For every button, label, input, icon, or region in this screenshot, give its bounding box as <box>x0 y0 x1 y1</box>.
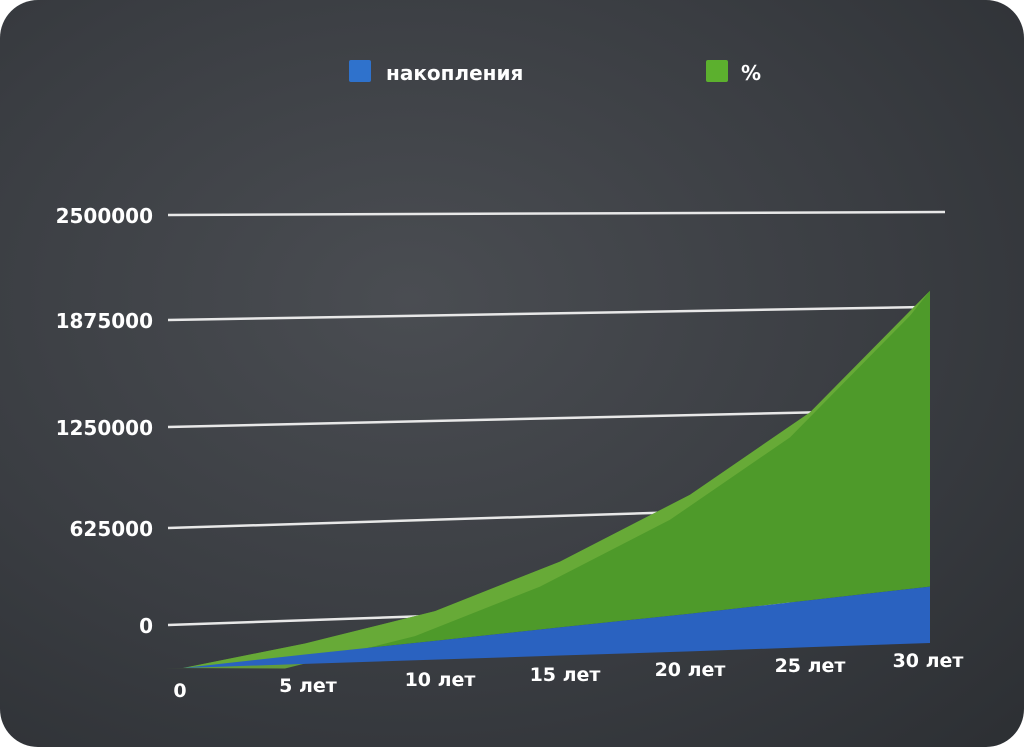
x-tick-label: 10 лет <box>405 669 476 691</box>
gridline <box>167 408 916 429</box>
legend-swatch-savings <box>349 60 371 82</box>
legend-swatch-percent <box>706 60 728 82</box>
x-tick-label: 30 лет <box>893 650 964 672</box>
x-tick-label: 0 <box>173 680 186 702</box>
y-tick-label: 2500000 <box>56 204 153 228</box>
x-tick-label: 5 лет <box>279 675 337 697</box>
gridline <box>167 210 946 217</box>
x-tick-label: 20 лет <box>655 659 726 681</box>
area-percent <box>183 290 930 668</box>
y-tick-label: 0 <box>139 614 153 638</box>
x-tick-label: 15 лет <box>530 664 601 686</box>
area-savings <box>183 586 930 668</box>
legend-label-percent: % <box>741 61 761 85</box>
y-tick-label: 1875000 <box>56 309 153 333</box>
legend-label-savings: накопления <box>386 61 523 85</box>
gridline <box>167 305 926 322</box>
y-tick-label: 1250000 <box>56 416 153 440</box>
y-tick-label: 625000 <box>70 517 154 541</box>
x-tick-label: 25 лет <box>775 655 846 677</box>
